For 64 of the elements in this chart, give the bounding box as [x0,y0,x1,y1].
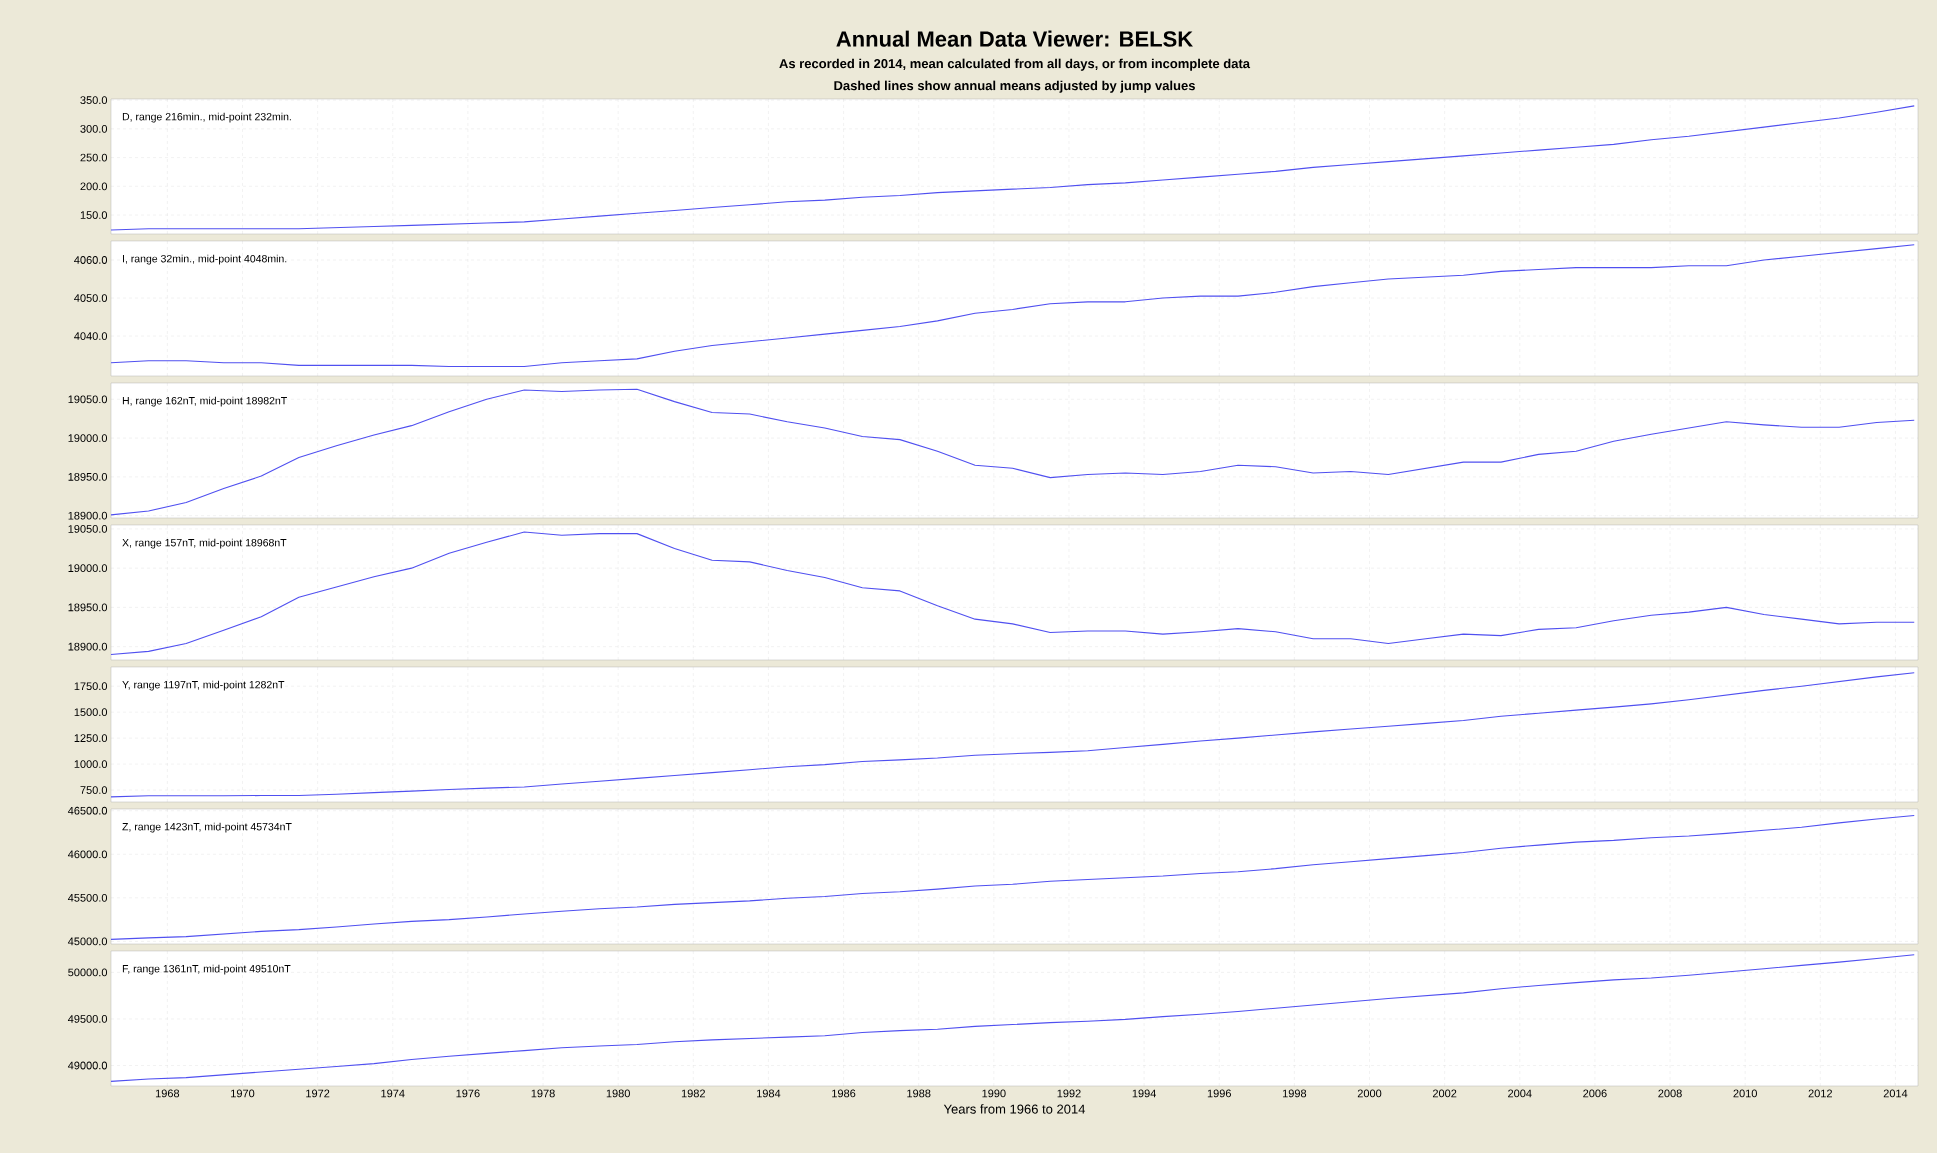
y-tick-label: 19050.0 [68,525,108,533]
y-tick-label: 200.0 [80,182,108,191]
y-tick-label: 18950.0 [68,603,108,612]
x-tick-label: 1992 [1057,1089,1081,1098]
annotation: Y, range 1197nT, mid-point 1282nT [122,680,285,691]
x-tick-label: 2004 [1508,1089,1532,1098]
x-tick-label: 2014 [1883,1089,1908,1098]
y-tick-label: 19050.0 [68,395,108,404]
x-tick-label: 1974 [381,1089,405,1098]
y-tick-label: 150.0 [80,211,108,219]
x-tick-label: 2012 [1808,1089,1832,1098]
annotation: Z, range 1423nT, mid-point 45734nT [122,822,292,833]
x-tick-label: 1990 [982,1089,1006,1098]
x-tick-label: 1968 [155,1089,180,1098]
x-tick-label: 2002 [1432,1089,1457,1098]
chart-subtitle: As recorded in 2014, mean calculated from all days, or from incomplete data [779,58,1251,71]
y-tick-label: 45500.0 [67,893,108,902]
x-tick-label: 2006 [1583,1089,1607,1098]
y-tick-label: 19000.0 [68,564,108,573]
y-tick-label: 45000.0 [67,937,108,946]
annotation: I, range 32min., mid-point 4048min. [123,254,287,265]
y-tick-label: 49000.0 [67,1061,108,1070]
y-tick-label: 1750.0 [74,682,108,691]
x-tick-label: 1978 [531,1089,555,1098]
y-tick-label: 19000.0 [68,434,108,442]
x-tick-label: 1980 [606,1089,630,1098]
chart-title: Annual Mean Data Viewer: BELSK [836,30,1193,47]
x-tick-label: 2010 [1733,1089,1757,1098]
x-tick-label: 1972 [306,1089,330,1098]
y-tick-label: 46000.0 [67,850,108,859]
y-tick-label: 46500.0 [67,806,108,815]
x-tick-label: 1996 [1207,1089,1231,1098]
y-tick-label: 18900.0 [68,642,108,651]
y-tick-label: 4050.0 [74,294,108,302]
x-tick-label: 1988 [907,1089,931,1098]
y-tick-label: 1000.0 [74,760,108,768]
x-tick-label: 1998 [1282,1089,1307,1098]
y-tick-label: 4060.0 [74,256,108,264]
x-tick-label: 1976 [456,1089,480,1098]
y-tick-label: 250.0 [80,153,108,162]
y-tick-label: 1500.0 [74,708,108,717]
line-series [110,531,1915,656]
y-tick-label: 1250.0 [74,734,108,743]
y-tick-label: 4040.0 [74,332,108,340]
y-tick-label: 49500.0 [67,1015,108,1023]
text: Dashed lines show annual means adjusted by jump values [834,80,1195,93]
y-tick-label: 300.0 [80,124,108,133]
annotation: D, range 216min., mid-point 232min. [122,112,291,123]
x-tick-label: 1984 [757,1089,781,1098]
y-tick-label: 18900.0 [68,511,108,520]
y-tick-label: 750.0 [80,786,108,794]
annotation: H, range 162nT, mid-point 18982nT [122,396,287,407]
y-tick-label: 350.0 [80,96,108,105]
y-tick-label: 50000.0 [68,968,108,977]
x-tick-label: 1986 [832,1089,856,1098]
annotation: X, range 157nT, mid-point 18968nT [122,538,287,549]
x-tick-label: 1970 [231,1089,255,1098]
x-tick-label: 1994 [1132,1089,1157,1098]
annotation: F, range 1361nT, mid-point 49510nT [122,964,291,975]
y-tick-label: 18950.0 [68,472,108,481]
x-tick-label: 2000 [1357,1089,1382,1098]
x-tick-label: 2008 [1658,1089,1682,1098]
x-axis-title: Years from 1966 to 2014 [943,1104,1086,1114]
x-tick-label: 1982 [681,1089,705,1098]
